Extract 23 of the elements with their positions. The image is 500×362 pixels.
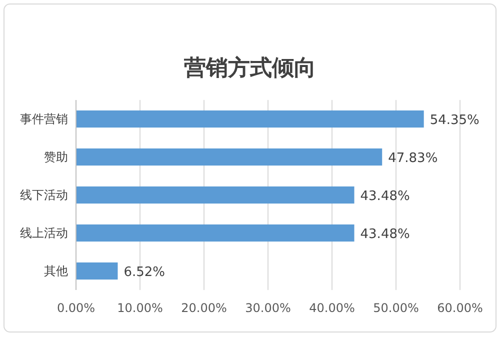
y-tick-label: 事件营销 xyxy=(20,112,68,126)
y-tick-label: 线上活动 xyxy=(20,226,68,240)
data-label: 54.35% xyxy=(430,113,480,128)
x-tick-label: 20.00% xyxy=(181,301,227,315)
x-tick-label: 50.00% xyxy=(373,301,419,315)
y-tick-label: 赞助 xyxy=(44,150,68,164)
bar xyxy=(76,262,118,280)
chart-title: 营销方式倾向 xyxy=(183,55,316,81)
bar xyxy=(76,224,354,242)
x-tick-label: 0.00% xyxy=(56,301,96,315)
y-tick-label: 线下活动 xyxy=(20,188,68,202)
data-label: 47.83% xyxy=(388,151,438,166)
x-tick-label: 60.00% xyxy=(437,301,483,315)
x-tick-label: 40.00% xyxy=(309,301,355,315)
bar xyxy=(76,186,354,204)
bar xyxy=(76,110,424,128)
bar xyxy=(76,148,382,166)
data-label: 6.52% xyxy=(124,265,166,280)
data-label: 43.48% xyxy=(360,227,410,242)
data-label: 43.48% xyxy=(360,189,410,204)
x-tick-label: 30.00% xyxy=(245,301,291,315)
y-tick-label: 其他 xyxy=(44,264,68,278)
x-tick-label: 10.00% xyxy=(117,301,163,315)
